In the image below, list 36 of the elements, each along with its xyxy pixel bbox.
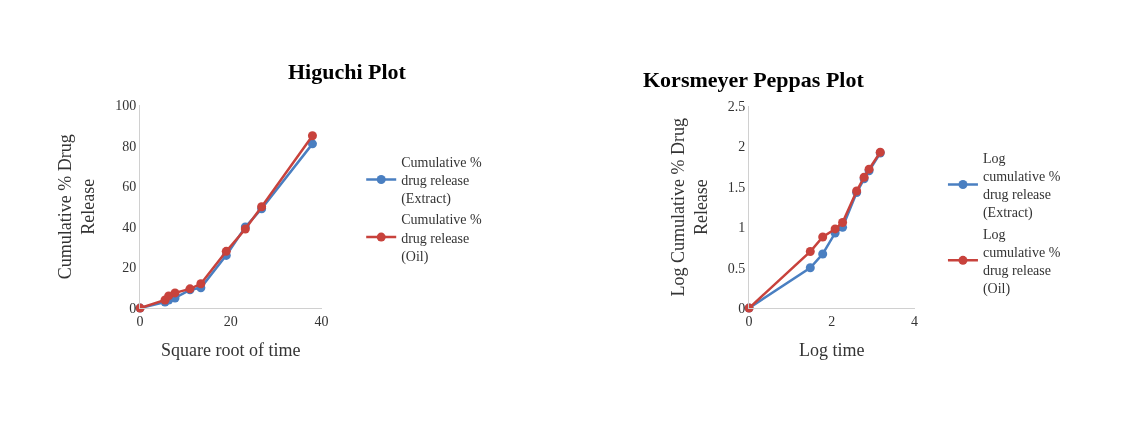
point xyxy=(221,246,231,256)
x-axis-title: Log time xyxy=(799,340,865,360)
y-tick-label: 0 xyxy=(129,301,137,317)
x-axis-title: Square root of time xyxy=(161,340,301,360)
x-tick-label: 40 xyxy=(314,313,329,329)
y-tick-label: 100 xyxy=(115,98,137,114)
point xyxy=(196,279,206,289)
y-tick-label: 60 xyxy=(122,179,137,195)
point xyxy=(307,131,317,141)
y-tick-label: 40 xyxy=(122,219,137,235)
y-tick-label: 1 xyxy=(738,220,746,236)
y-tick-label: 80 xyxy=(122,138,137,154)
point xyxy=(830,224,840,234)
y-tick-label: 0 xyxy=(738,301,746,316)
y-axis-title: Cumulative % Drug Release xyxy=(55,134,99,280)
y-tick-label: 20 xyxy=(122,260,137,276)
chart-title: Higuchi Plot xyxy=(288,59,407,84)
x-tick-label: 2 xyxy=(828,313,836,329)
y-tick-label: 2 xyxy=(738,139,746,155)
point xyxy=(170,288,180,298)
y-tick-label: 1.5 xyxy=(727,179,746,195)
x-tick-label: 20 xyxy=(223,313,238,329)
legend-label: Log cumulative % drug release (Oil) xyxy=(982,226,1061,298)
point xyxy=(838,217,848,227)
point xyxy=(818,232,828,242)
y-tick-label: 2.5 xyxy=(727,99,746,115)
legend-label: Log cumulative % drug release (Extract) xyxy=(982,150,1061,222)
point xyxy=(818,249,828,259)
chart-title: Korsmeyer Peppas Plot xyxy=(643,67,865,92)
point xyxy=(805,263,815,273)
y-tick-label: 0.5 xyxy=(727,260,746,276)
legend-label: Cumulative % drug release (Oil) xyxy=(401,212,483,265)
point xyxy=(805,247,815,257)
y-axis-title: Log Cumulative % Drug Release xyxy=(667,117,711,297)
legend-label: Cumulative % drug release (Extract) xyxy=(401,154,483,208)
x-tick-label: 4 xyxy=(911,313,919,329)
